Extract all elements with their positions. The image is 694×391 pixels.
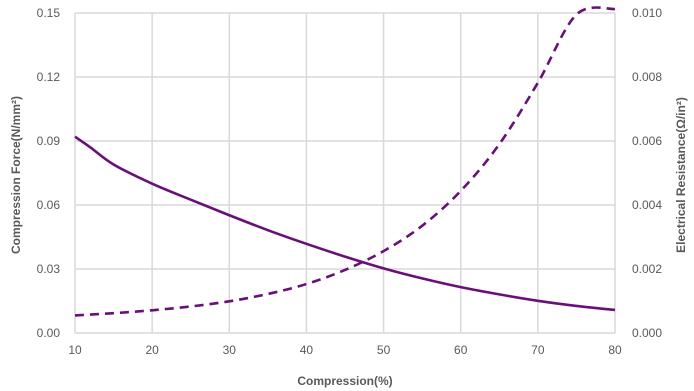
- y-right-axis-title: Electrical Resistance(Ω/in²): [674, 97, 688, 253]
- x-tick-label: 80: [608, 343, 622, 357]
- x-tick-label: 60: [454, 343, 468, 357]
- y-left-tick-label: 0.00: [37, 326, 61, 340]
- x-tick-label: 20: [145, 343, 159, 357]
- x-tick-label: 40: [300, 343, 314, 357]
- series-lines: [74, 6, 616, 317]
- x-tick-label: 10: [68, 343, 82, 357]
- y-left-tick-label: 0.15: [37, 6, 61, 20]
- x-tick-labels: 10 20 30 40 50 60 70 80: [68, 343, 622, 357]
- y-left-tick-label: 0.12: [37, 70, 61, 84]
- electrical-resistance-line: [74, 6, 616, 317]
- y-left-tick-label: 0.09: [37, 134, 61, 148]
- y-left-axis-title: Compression Force(N/mm²): [9, 96, 23, 254]
- y-left-tick-label: 0.06: [37, 198, 61, 212]
- y-right-tick-label: 0.000: [632, 326, 662, 340]
- y-right-tick-label: 0.002: [632, 262, 662, 276]
- y-left-tick-labels: 0.00 0.03 0.06 0.09 0.12 0.15: [37, 6, 61, 340]
- y-right-tick-label: 0.006: [632, 134, 662, 148]
- x-axis-title: Compression(%): [297, 374, 392, 388]
- y-right-tick-labels: 0.000 0.002 0.004 0.006 0.008 0.010: [632, 6, 662, 340]
- y-right-tick-label: 0.010: [632, 6, 662, 20]
- x-tick-label: 30: [223, 343, 237, 357]
- gridlines: [74, 12, 616, 334]
- y-right-tick-label: 0.008: [632, 70, 662, 84]
- compression-force-line: [74, 135, 616, 312]
- y-left-tick-label: 0.03: [37, 262, 61, 276]
- y-right-tick-label: 0.004: [632, 198, 662, 212]
- x-tick-label: 50: [377, 343, 391, 357]
- x-tick-label: 70: [531, 343, 545, 357]
